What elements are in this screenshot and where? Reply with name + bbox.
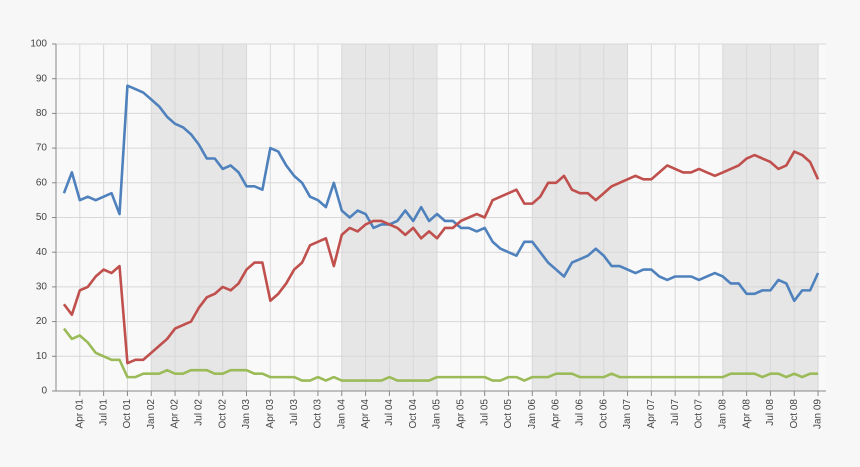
x-tick-label: Oct 04	[408, 399, 419, 429]
x-tick-label: Jan 03	[241, 399, 252, 429]
x-tick-label: Oct 05	[503, 399, 514, 429]
series-line	[62, 327, 819, 382]
y-tick-label: 0	[41, 386, 47, 397]
x-tick-label: Jul 01	[98, 399, 109, 426]
x-tick-label: Jan 05	[432, 399, 443, 429]
x-tick-label: Apr 08	[741, 399, 752, 429]
x-tick-label: Oct 03	[313, 399, 324, 429]
x-tick-label: Apr 05	[455, 399, 466, 429]
x-tick-label: Jul 04	[384, 399, 395, 426]
x-tick-label: Jan 08	[717, 399, 728, 429]
x-tick-label: Jan 07	[622, 399, 633, 429]
x-tick-label: Jan 02	[146, 399, 157, 429]
y-tick-label: 70	[36, 143, 48, 154]
x-tick-label: Jan 09	[813, 399, 824, 429]
x-tick-label: Apr 03	[265, 399, 276, 429]
x-tick-label: Jul 05	[479, 399, 490, 426]
x-tick-label: Jan 04	[336, 399, 347, 429]
y-tick-label: 80	[36, 108, 48, 119]
x-tick-label: Jul 03	[289, 399, 300, 426]
x-tick-label: Apr 01	[74, 399, 85, 429]
y-tick-label: 20	[36, 316, 48, 327]
y-tick-label: 50	[36, 212, 48, 223]
y-tick-label: 100	[30, 39, 47, 50]
x-tick-label: Jul 02	[194, 399, 205, 426]
x-tick-label: Jul 08	[765, 399, 776, 426]
series-line	[62, 84, 820, 303]
series-line	[62, 150, 820, 365]
x-tick-label: Oct 08	[789, 399, 800, 429]
x-tick-label: Apr 02	[170, 399, 181, 429]
y-tick-label: 60	[36, 177, 48, 188]
x-tick-label: Jan 06	[527, 399, 538, 429]
x-tick-label: Oct 01	[122, 399, 133, 429]
x-tick-label: Oct 02	[217, 399, 228, 429]
x-tick-label: Jul 07	[670, 399, 681, 426]
x-tick-label: Apr 06	[551, 399, 562, 429]
x-tick-label: Apr 07	[646, 399, 657, 429]
y-tick-label: 90	[36, 73, 48, 84]
x-tick-label: Jul 06	[575, 399, 586, 426]
x-tick-label: Apr 04	[360, 399, 371, 429]
y-tick-label: 40	[36, 247, 48, 258]
x-tick-label: Oct 07	[694, 399, 705, 429]
y-tick-label: 30	[36, 282, 48, 293]
y-tick-label: 10	[36, 351, 48, 362]
x-tick-label: Oct 06	[598, 399, 609, 429]
